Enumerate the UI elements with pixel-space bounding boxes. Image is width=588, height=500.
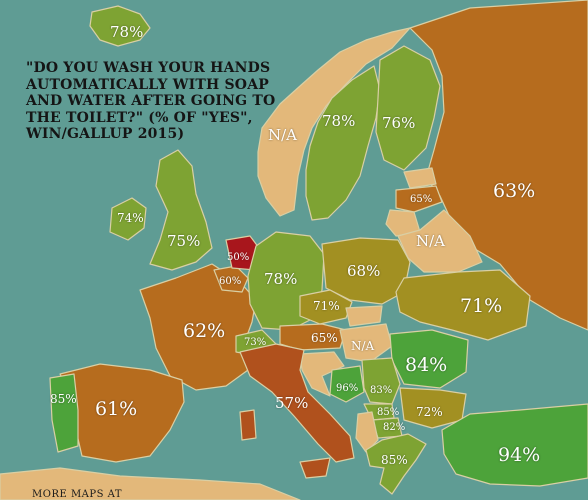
value-label-sweden: 78% bbox=[322, 112, 356, 130]
value-label-bosnia: 96% bbox=[336, 383, 359, 394]
country-latvia bbox=[395, 185, 443, 213]
value-label-latvia: 65% bbox=[410, 194, 433, 205]
value-label-portugal: 85% bbox=[50, 392, 77, 406]
country-belarus bbox=[397, 209, 483, 273]
country-norway bbox=[257, 27, 411, 217]
country-greece bbox=[365, 433, 427, 495]
country-croatia bbox=[299, 351, 345, 397]
country-sweden bbox=[305, 65, 381, 221]
value-label-serbia: 83% bbox=[370, 385, 393, 396]
value-label-turkey: 94% bbox=[498, 444, 541, 466]
value-label-austria: 65% bbox=[311, 331, 338, 345]
country-turkey bbox=[441, 403, 588, 487]
country-hungary bbox=[339, 323, 393, 363]
country-iceland bbox=[89, 5, 151, 47]
value-label-kosovo: 85% bbox=[377, 407, 400, 418]
value-label-greece: 85% bbox=[381, 453, 408, 467]
country-portugal bbox=[49, 373, 79, 453]
value-label-spain: 61% bbox=[95, 398, 138, 420]
country-italy bbox=[239, 343, 355, 463]
value-label-germany: 78% bbox=[264, 270, 298, 288]
value-label-finland: 76% bbox=[382, 114, 416, 132]
value-label-belarus: N/A bbox=[416, 232, 446, 250]
country-united-kingdom bbox=[149, 149, 213, 271]
value-label-poland: 68% bbox=[347, 262, 381, 280]
value-label-iceland: 78% bbox=[110, 23, 144, 41]
country-ireland bbox=[109, 197, 147, 241]
value-label-bulgaria: 72% bbox=[416, 405, 443, 419]
country-serbia bbox=[361, 357, 401, 405]
value-label-france: 62% bbox=[183, 320, 226, 342]
country-estonia bbox=[403, 167, 437, 189]
value-label-romania: 84% bbox=[405, 354, 448, 376]
country-north-africa bbox=[0, 467, 301, 500]
country-czech-republic bbox=[299, 289, 353, 325]
country-ukraine bbox=[395, 269, 531, 341]
value-label-macedonia: 82% bbox=[383, 422, 406, 433]
map-title: "DO YOU WASH YOUR HANDS AUTOMATICALLY WI… bbox=[26, 60, 276, 142]
country-austria bbox=[279, 323, 347, 351]
value-label-russia: 63% bbox=[493, 180, 536, 202]
value-label-hungary: N/A bbox=[351, 339, 375, 353]
country-finland bbox=[375, 45, 441, 171]
country-slovakia bbox=[345, 305, 383, 327]
value-label-belgium: 60% bbox=[219, 276, 242, 287]
footer-text: MORE MAPS AT bbox=[32, 489, 123, 500]
country-italy-sardinia bbox=[239, 409, 257, 441]
country-bosnia-and-herzegovina bbox=[329, 365, 365, 403]
value-label-italy: 57% bbox=[275, 394, 309, 412]
value-label-norway: N/A bbox=[268, 126, 298, 144]
value-label-czech-republic: 71% bbox=[313, 299, 340, 313]
value-label-ireland: 74% bbox=[117, 211, 144, 225]
value-label-united-kingdom: 75% bbox=[167, 232, 201, 250]
value-label-switzerland: 73% bbox=[244, 337, 267, 348]
country-italy-sicily bbox=[299, 457, 331, 479]
value-label-netherlands: 50% bbox=[227, 252, 250, 263]
value-label-ukraine: 71% bbox=[460, 295, 503, 317]
